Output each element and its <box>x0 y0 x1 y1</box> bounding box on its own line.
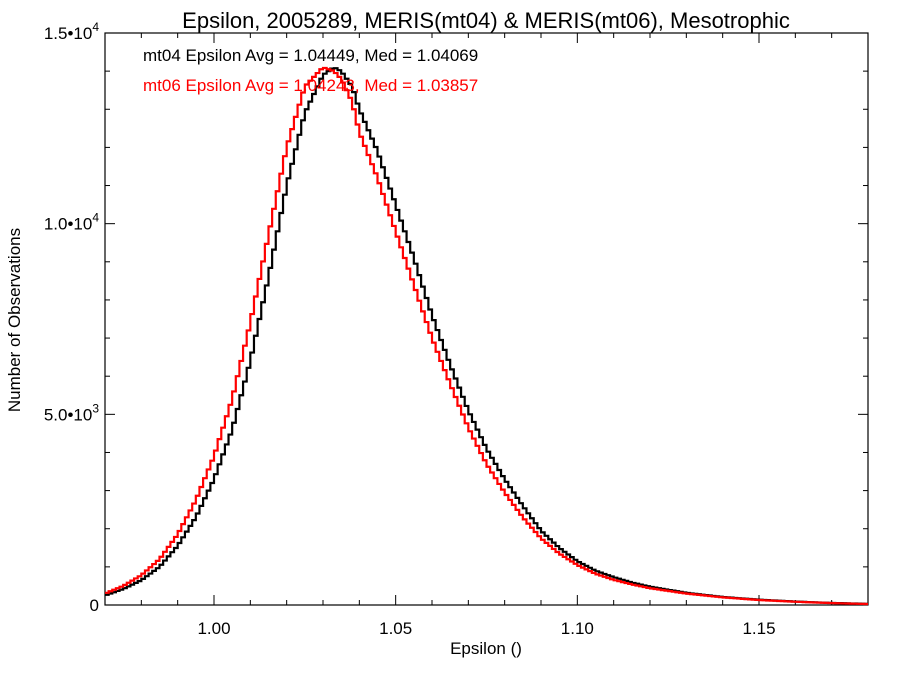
x-tick-labels: 1.00 1.05 1.10 1.15 <box>197 619 775 638</box>
x-tick-label: 1.05 <box>379 619 412 638</box>
y-axis-label: Number of Observations <box>5 228 24 412</box>
y-tick-label: 1.0•104 <box>44 211 100 234</box>
axis-ticks <box>104 32 869 606</box>
y-tick-label: 5.0•103 <box>44 401 100 424</box>
x-axis-label: Epsilon () <box>450 639 522 658</box>
annotation-mt06: mt06 Epsilon Avg = 1.04243, Med = 1.0385… <box>143 76 478 95</box>
y-tick-label: 1.5•104 <box>44 20 100 43</box>
x-tick-label: 1.10 <box>561 619 594 638</box>
series-layer <box>105 66 868 606</box>
series-line-1 <box>105 66 868 606</box>
x-tick-label: 1.15 <box>742 619 775 638</box>
y-tick-labels: 0 5.0•103 1.0•104 1.5•104 <box>44 20 100 615</box>
series-line-0 <box>105 67 868 605</box>
plot-frame <box>104 32 869 606</box>
x-tick-label: 1.00 <box>197 619 230 638</box>
annotation-mt04: mt04 Epsilon Avg = 1.04449, Med = 1.0406… <box>143 46 478 65</box>
y-tick-label: 0 <box>90 596 99 615</box>
chart-title: Epsilon, 2005289, MERIS(mt04) & MERIS(mt… <box>182 8 790 33</box>
